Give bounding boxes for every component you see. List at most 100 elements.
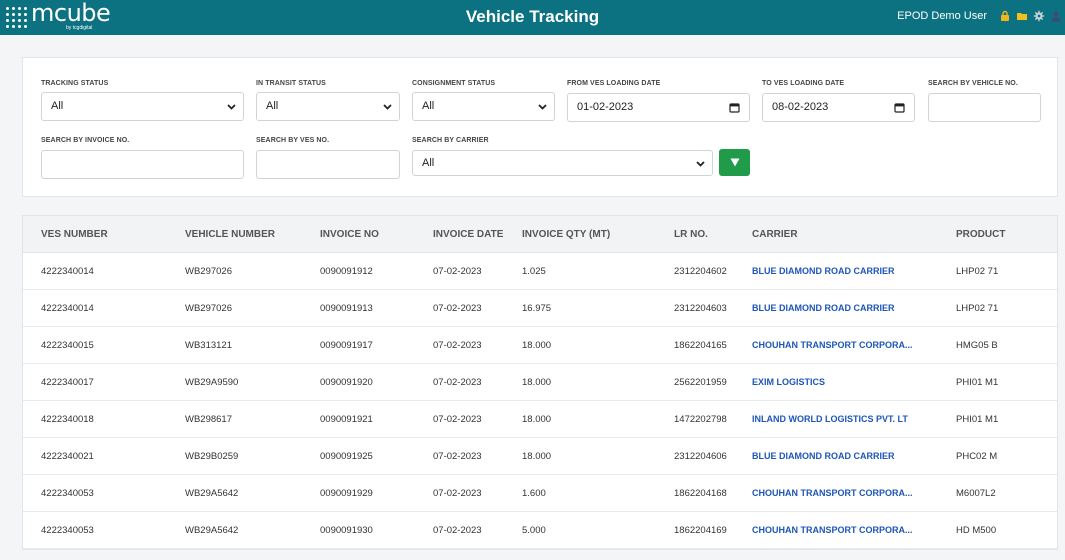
cell-carrier-link[interactable]: CHOUHAN TRANSPORT CORPORA... — [752, 340, 913, 350]
cell-carrier-link[interactable]: EXIM LOGISTICS — [752, 377, 826, 387]
filter-button[interactable] — [719, 149, 750, 176]
tracking-status-value: All — [51, 100, 64, 112]
cell-invoice-qty: 1.025 — [522, 266, 546, 277]
cell-vehicle-number: WB298617 — [185, 414, 233, 425]
cell-invoice-no: 0090091917 — [320, 340, 373, 351]
col-invoice-no[interactable]: INVOICE NO — [320, 229, 379, 240]
logo-text: mcube — [31, 0, 111, 27]
user-icon[interactable] — [1050, 10, 1062, 22]
cell-invoice-no: 0090091913 — [320, 303, 373, 314]
cell-invoice-no: 0090091921 — [320, 414, 373, 425]
cell-invoice-qty: 18.000 — [522, 340, 552, 351]
cell-lr-no: 1862204169 — [674, 525, 727, 536]
cell-invoice-qty: 5.000 — [522, 525, 546, 536]
ves-no-label: SEARCH BY VES NO. — [256, 137, 330, 144]
cell-lr-no: 2562201959 — [674, 377, 727, 388]
cell-invoice-date: 07-02-2023 — [433, 266, 482, 277]
cell-invoice-date: 07-02-2023 — [433, 451, 482, 462]
cell-ves-number: 4222340021 — [41, 451, 94, 462]
cell-carrier-link[interactable]: CHOUHAN TRANSPORT CORPORA... — [752, 488, 913, 498]
folder-icon[interactable] — [1016, 10, 1028, 22]
cell-carrier-link[interactable]: BLUE DIAMOND ROAD CARRIER — [752, 266, 895, 276]
calendar-icon[interactable] — [729, 102, 740, 113]
cell-product: M6007L2 — [956, 488, 996, 499]
table-row[interactable]: 4222340017 WB29A9590 0090091920 07-02-20… — [23, 364, 1057, 401]
carrier-select[interactable]: All — [412, 150, 713, 176]
cell-invoice-date: 07-02-2023 — [433, 340, 482, 351]
to-date-label: TO VES LOADING DATE — [762, 80, 845, 87]
cell-ves-number: 4222340018 — [41, 414, 94, 425]
in-transit-status-label: IN TRANSIT STATUS — [256, 80, 326, 87]
vehicle-no-input[interactable] — [928, 93, 1041, 122]
filter-panel: TRACKING STATUS All IN TRANSIT STATUS Al… — [22, 57, 1058, 197]
gear-icon[interactable] — [1033, 10, 1045, 22]
col-lr-no[interactable]: LR NO. — [674, 229, 708, 240]
cell-product: LHP02 71 — [956, 266, 999, 277]
cell-ves-number: 4222340014 — [41, 303, 94, 314]
table-header: VES NUMBER VEHICLE NUMBER INVOICE NO INV… — [23, 216, 1057, 253]
cell-ves-number: 4222340017 — [41, 377, 94, 388]
cell-lr-no: 1862204165 — [674, 340, 727, 351]
cell-vehicle-number: WB29A5642 — [185, 525, 239, 536]
table-row[interactable]: 4222340018 WB298617 0090091921 07-02-202… — [23, 401, 1057, 438]
table-row[interactable]: 4222340021 WB29B0259 0090091925 07-02-20… — [23, 438, 1057, 475]
cell-product: PHI01 M1 — [956, 414, 999, 425]
cell-invoice-no: 0090091930 — [320, 525, 373, 536]
cell-ves-number: 4222340015 — [41, 340, 94, 351]
app-header: mcube by tcgdigital Vehicle Tracking EPO… — [0, 0, 1065, 35]
table-row[interactable]: 4222340053 WB29A5642 0090091930 07-02-20… — [23, 512, 1057, 549]
to-date-value: 08-02-2023 — [772, 101, 829, 113]
table-row[interactable]: 4222340015 WB313121 0090091917 07-02-202… — [23, 327, 1057, 364]
calendar-icon[interactable] — [894, 102, 905, 113]
cell-invoice-no: 0090091925 — [320, 451, 373, 462]
cell-ves-number: 4222340053 — [41, 488, 94, 499]
table-row[interactable]: 4222340014 WB297026 0090091913 07-02-202… — [23, 290, 1057, 327]
chevron-down-icon — [383, 104, 392, 110]
from-date-label: FROM VES LOADING DATE — [567, 80, 661, 87]
tracking-status-label: TRACKING STATUS — [41, 80, 109, 87]
cell-invoice-qty: 18.000 — [522, 377, 552, 388]
mcube-logo[interactable]: mcube by tcgdigital — [6, 0, 111, 33]
cell-vehicle-number: WB297026 — [185, 266, 233, 277]
cell-invoice-date: 07-02-2023 — [433, 303, 482, 314]
vehicle-no-label: SEARCH BY VEHICLE NO. — [928, 80, 1018, 87]
invoice-no-label: SEARCH BY INVOICE NO. — [41, 137, 130, 144]
table-row[interactable]: 4222340053 WB29A5642 0090091929 07-02-20… — [23, 475, 1057, 512]
cell-lr-no: 2312204602 — [674, 266, 727, 277]
tracking-status-select[interactable]: All — [41, 92, 244, 121]
cell-product: LHP02 71 — [956, 303, 999, 314]
consignment-status-select[interactable]: All — [412, 92, 555, 121]
vehicle-table: VES NUMBER VEHICLE NUMBER INVOICE NO INV… — [22, 215, 1058, 550]
to-date-input[interactable]: 08-02-2023 — [762, 93, 915, 122]
consignment-status-value: All — [422, 100, 435, 112]
cell-carrier-link[interactable]: INLAND WORLD LOGISTICS PVT. LT — [752, 414, 908, 424]
from-date-input[interactable]: 01-02-2023 — [567, 93, 750, 122]
cell-ves-number: 4222340014 — [41, 266, 94, 277]
carrier-label: SEARCH BY CARRIER — [412, 137, 489, 144]
lock-icon[interactable] — [999, 10, 1011, 22]
cell-carrier-link[interactable]: BLUE DIAMOND ROAD CARRIER — [752, 451, 895, 461]
cell-invoice-qty: 18.000 — [522, 451, 552, 462]
cell-vehicle-number: WB313121 — [185, 340, 233, 351]
table-row[interactable]: 4222340014 WB297026 0090091912 07-02-202… — [23, 253, 1057, 290]
page-title: Vehicle Tracking — [465, 7, 600, 26]
cell-product: HD M500 — [956, 525, 997, 536]
cell-carrier-link[interactable]: BLUE DIAMOND ROAD CARRIER — [752, 303, 895, 313]
cell-vehicle-number: WB29A9590 — [185, 377, 239, 388]
user-name[interactable]: EPOD Demo User — [897, 10, 987, 22]
col-product[interactable]: PRODUCT — [956, 229, 1006, 240]
invoice-no-input[interactable] — [41, 150, 244, 179]
cell-invoice-no: 0090091920 — [320, 377, 373, 388]
cell-invoice-date: 07-02-2023 — [433, 377, 482, 388]
cell-lr-no: 1472202798 — [674, 414, 727, 425]
col-ves-number[interactable]: VES NUMBER — [41, 229, 108, 240]
in-transit-status-value: All — [266, 100, 279, 112]
col-vehicle-number[interactable]: VEHICLE NUMBER — [185, 229, 276, 240]
col-invoice-date[interactable]: INVOICE DATE — [433, 229, 504, 240]
cell-invoice-no: 0090091929 — [320, 488, 373, 499]
col-carrier[interactable]: CARRIER — [752, 229, 798, 240]
in-transit-status-select[interactable]: All — [256, 92, 400, 121]
cell-carrier-link[interactable]: CHOUHAN TRANSPORT CORPORA... — [752, 525, 913, 535]
col-invoice-qty[interactable]: INVOICE QTY (MT) — [522, 229, 611, 240]
ves-no-input[interactable] — [256, 150, 400, 179]
